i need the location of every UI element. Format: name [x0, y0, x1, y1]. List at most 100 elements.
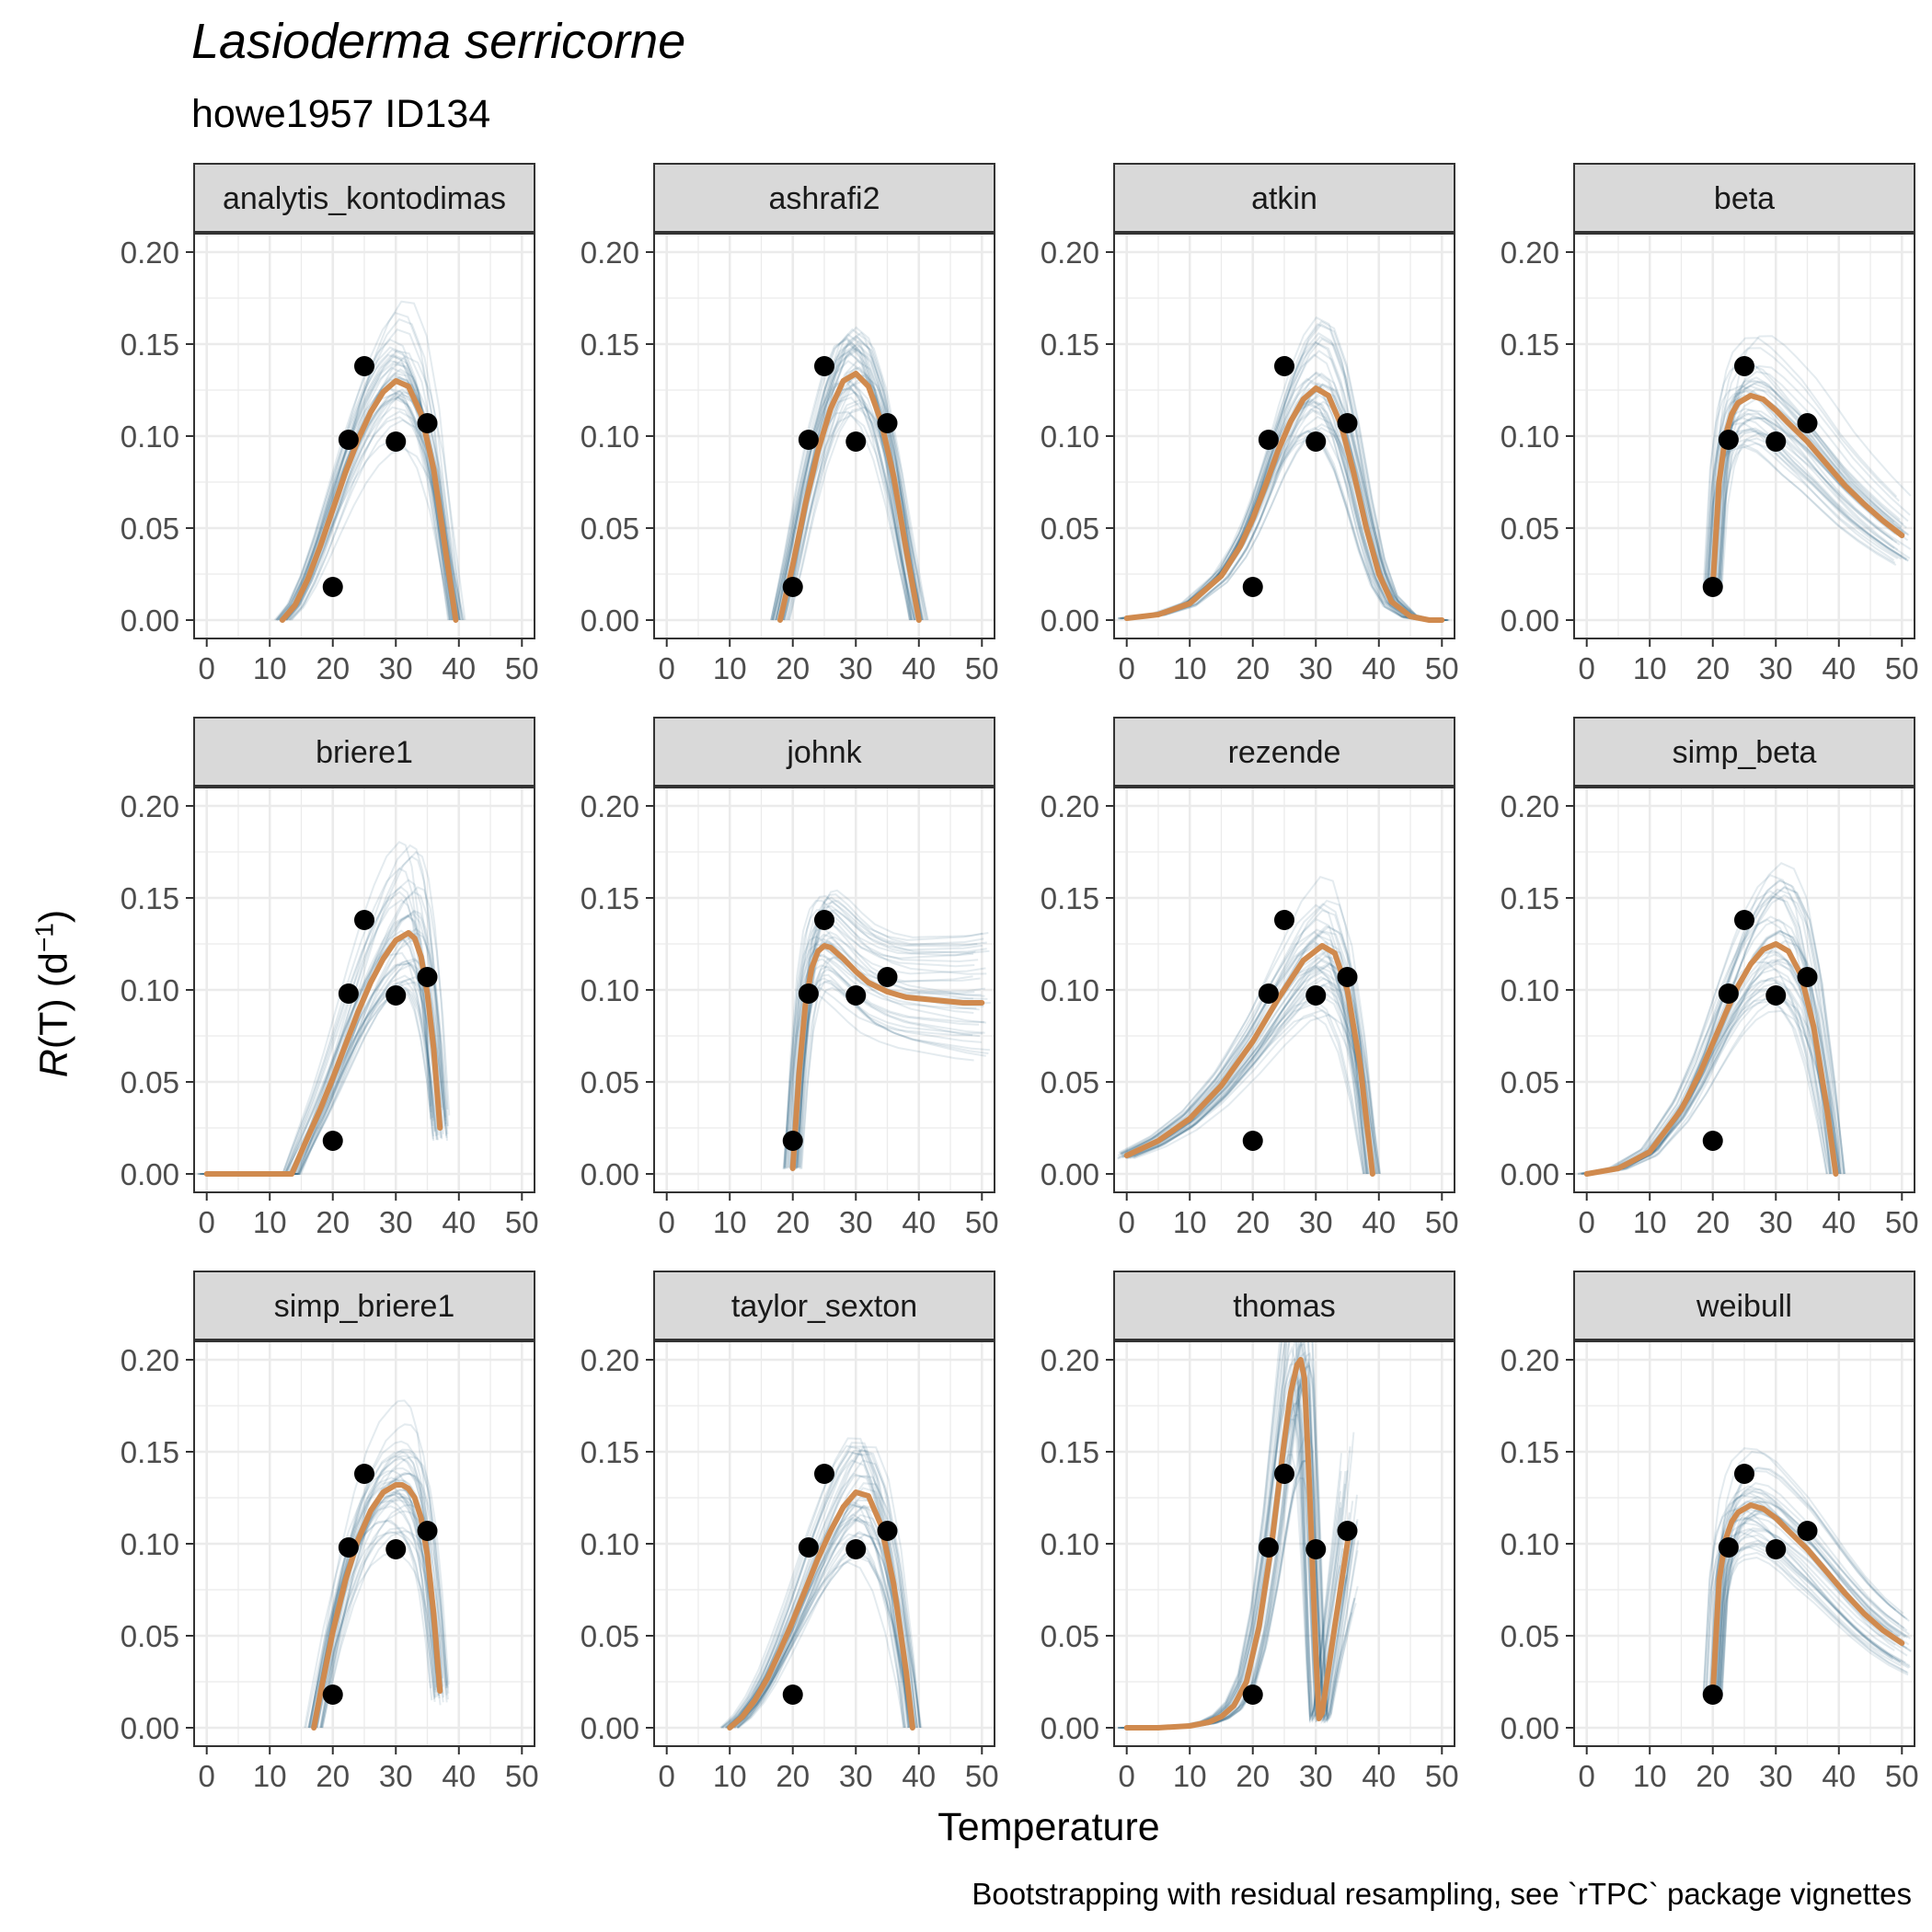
- bootstrap-curve: [1582, 895, 1833, 1175]
- bootstrap-curve: [1125, 975, 1373, 1175]
- bootstrap-curve: [1715, 1469, 1906, 1693]
- bootstrap-curve: [1117, 1014, 1364, 1175]
- data-point: [1305, 431, 1327, 452]
- bootstrap-curve: [733, 1495, 919, 1729]
- data-point: [322, 577, 343, 597]
- y-tick-label: 0.10: [1041, 973, 1099, 1007]
- chart-caption: Bootstrapping with residual resampling, …: [972, 1877, 1912, 1911]
- bootstrap-curve: [736, 1482, 922, 1729]
- bootstrap-curve: [1133, 961, 1382, 1175]
- y-tick-label: 0.00: [581, 604, 639, 638]
- facet-strip: [1113, 163, 1455, 233]
- x-tick-label: 50: [1885, 1205, 1919, 1239]
- bootstrap-curve: [319, 1496, 448, 1729]
- y-tick-label: 0.05: [1041, 512, 1099, 546]
- bootstrap-curve: [783, 935, 974, 1168]
- bootstrap-curve: [307, 1505, 436, 1729]
- bootstrap-curve: [1120, 917, 1368, 1175]
- bootstrap-curve: [1710, 1491, 1902, 1691]
- facet-strip-label: rezende: [1228, 735, 1341, 770]
- bootstrap-curve: [737, 1504, 922, 1729]
- data-point: [814, 356, 834, 376]
- bootstrap-curve: [1717, 1545, 1908, 1698]
- panel-border: [653, 233, 995, 639]
- fit-group: [1709, 1502, 1905, 1697]
- bootstrap-curve: [1706, 337, 1898, 582]
- bootstrap-curve: [1709, 1489, 1901, 1694]
- bootstrap-curve: [1578, 918, 1829, 1175]
- y-tick-label: 0.10: [581, 1527, 639, 1561]
- bootstrap-curve: [1121, 966, 1369, 1175]
- facet-panel-johnk: johnk 0 10 20 30 40 50 0.00 0.05 0.10 0.15 0.20: [581, 717, 999, 1239]
- data-point: [782, 1131, 803, 1151]
- y-axis-label-close: ): [31, 909, 76, 924]
- bootstrap-curve: [793, 901, 984, 1168]
- fitted-curve: [1583, 941, 1839, 1177]
- bootstrap-curve: [770, 337, 911, 621]
- y-tick-label: 0.20: [1501, 789, 1559, 823]
- facet-strip-label: taylor_sexton: [731, 1289, 917, 1324]
- facet-panel-atkin: atkin 0 10 20 30 40 50 0.00 0.05 0.10 0.15 0.20: [1041, 163, 1459, 685]
- y-axis-label-exponent: −1: [29, 923, 59, 953]
- x-tick-label: 0: [199, 1205, 215, 1239]
- panel-border: [1113, 787, 1455, 1193]
- bootstrap-curve: [1134, 1360, 1359, 1729]
- y-tick-label: 0.00: [1501, 604, 1559, 638]
- bootstrap-curve: [788, 406, 929, 621]
- facet-panel-ashrafi2: ashrafi2 0 10 20 30 40 50 0.00 0.05 0.10 0.15 0.20: [581, 163, 999, 685]
- data-point: [385, 1539, 407, 1559]
- bootstrap-curve: [1118, 1341, 1341, 1729]
- bootstrap-curve: [1117, 377, 1433, 621]
- data-point: [322, 1131, 343, 1151]
- fit-group: [727, 1489, 915, 1731]
- facet-strip: [1113, 717, 1455, 787]
- bootstrap-curve: [321, 1455, 450, 1729]
- facet-strip: [1573, 1271, 1915, 1340]
- bootstrap-curve: [1134, 1432, 1359, 1729]
- bootstrap-curve: [786, 380, 927, 621]
- x-tick-label: 10: [1173, 1759, 1207, 1793]
- x-tick-label: 30: [379, 1205, 413, 1239]
- y-tick-label: 0.00: [121, 1711, 179, 1745]
- bootstrap-curve: [792, 904, 983, 1168]
- bootstrap-curve: [1594, 885, 1846, 1175]
- bootstrap-curve: [1710, 1546, 1902, 1700]
- y-tick-label: 0.15: [1501, 881, 1559, 915]
- bootstrap-curve: [784, 993, 974, 1169]
- y-tick-label: 0.15: [121, 881, 179, 915]
- y-tick-label: 0.10: [1041, 420, 1099, 454]
- y-tick-label: 0.00: [581, 1157, 639, 1191]
- y-tick-label: 0.10: [1501, 1527, 1559, 1561]
- data-point: [1258, 430, 1279, 450]
- facet-panel-simp_briere1: simp_briere1 0 10 20 30 40 50 0.00 0.05 0.10 0.15 0…: [121, 1271, 539, 1793]
- data-point: [1258, 983, 1279, 1004]
- data-point: [1734, 1464, 1754, 1484]
- y-tick-label: 0.15: [581, 881, 639, 915]
- panel-border: [193, 233, 535, 639]
- bootstrap-curve: [721, 1533, 907, 1729]
- facet-strip-label: simp_beta: [1673, 735, 1817, 770]
- fit-group: [279, 378, 459, 623]
- bootstrap-curve: [1705, 1447, 1897, 1689]
- x-tick-label: 40: [442, 1205, 476, 1239]
- bootstrap-curve: [1132, 1459, 1356, 1729]
- y-tick-label: 0.05: [121, 1619, 179, 1653]
- data-point: [1718, 430, 1739, 450]
- x-tick-label: 40: [1362, 651, 1396, 685]
- bootstrap-curve: [1581, 890, 1831, 1175]
- fitted-curve: [279, 378, 459, 623]
- x-tick-label: 0: [659, 1205, 675, 1239]
- x-tick-label: 0: [199, 1759, 215, 1793]
- fitted-curve: [311, 1482, 443, 1731]
- x-tick-label: 30: [379, 651, 413, 685]
- data-point: [1718, 983, 1739, 1004]
- y-tick-label: 0.10: [121, 973, 179, 1007]
- x-tick-label: 30: [839, 651, 873, 685]
- bootstrap-curve: [788, 374, 929, 621]
- bootstrap-curve: [1719, 1466, 1910, 1691]
- x-tick-label: 20: [776, 651, 810, 685]
- y-tick-label: 0.10: [1041, 1527, 1099, 1561]
- bootstrap-curve: [321, 1503, 450, 1729]
- bootstrap-curve: [1719, 1500, 1910, 1696]
- x-tick-label: 10: [253, 651, 287, 685]
